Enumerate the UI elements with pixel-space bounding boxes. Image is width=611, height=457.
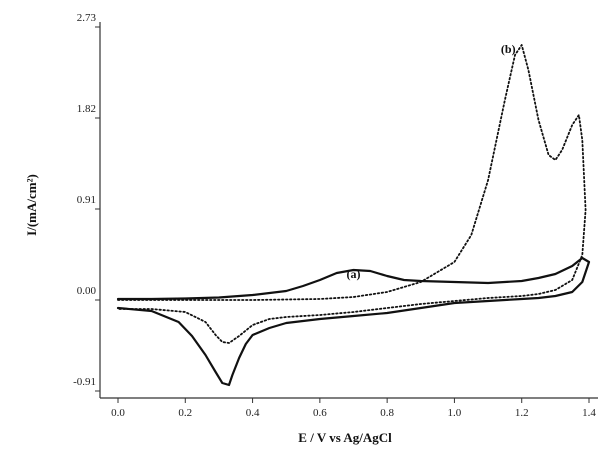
x-tick-label: 0.8 (380, 407, 394, 419)
x-tick-label: 0.6 (313, 407, 327, 419)
y-tick-label: 0.91 (77, 194, 96, 206)
x-tick-label: 1.4 (582, 407, 596, 419)
y-tick-label: 2.73 (77, 12, 97, 24)
annotation-label: (a) (347, 267, 361, 281)
series-line-a (116, 256, 591, 387)
series-lines (116, 44, 591, 387)
annotations: (a) (b) (347, 42, 516, 281)
x-tick-label: 1.0 (448, 407, 462, 419)
y-tick-label: -0.91 (73, 376, 96, 388)
series-line-b (117, 44, 587, 344)
x-tick-label: 0.2 (178, 407, 192, 419)
x-axis-ticks: 0.0 0.2 0.4 0.6 0.8 1.0 1.2 1.4 (111, 398, 596, 419)
y-axis-ticks: -0.91 0.00 0.91 1.82 2.73 (73, 12, 100, 392)
y-tick-label: 1.82 (77, 103, 96, 115)
x-axis-title: E / V vs Ag/AgCl (298, 430, 392, 445)
x-tick-label: 0.0 (111, 407, 125, 419)
x-tick-label: 0.4 (246, 407, 260, 419)
y-tick-label: 0.00 (77, 285, 97, 297)
y-axis-title: I/(mA/cm²) (24, 174, 39, 236)
annotation-label: (b) (501, 42, 516, 56)
x-tick-label: 1.2 (515, 407, 529, 419)
plot-frame (99, 22, 598, 399)
